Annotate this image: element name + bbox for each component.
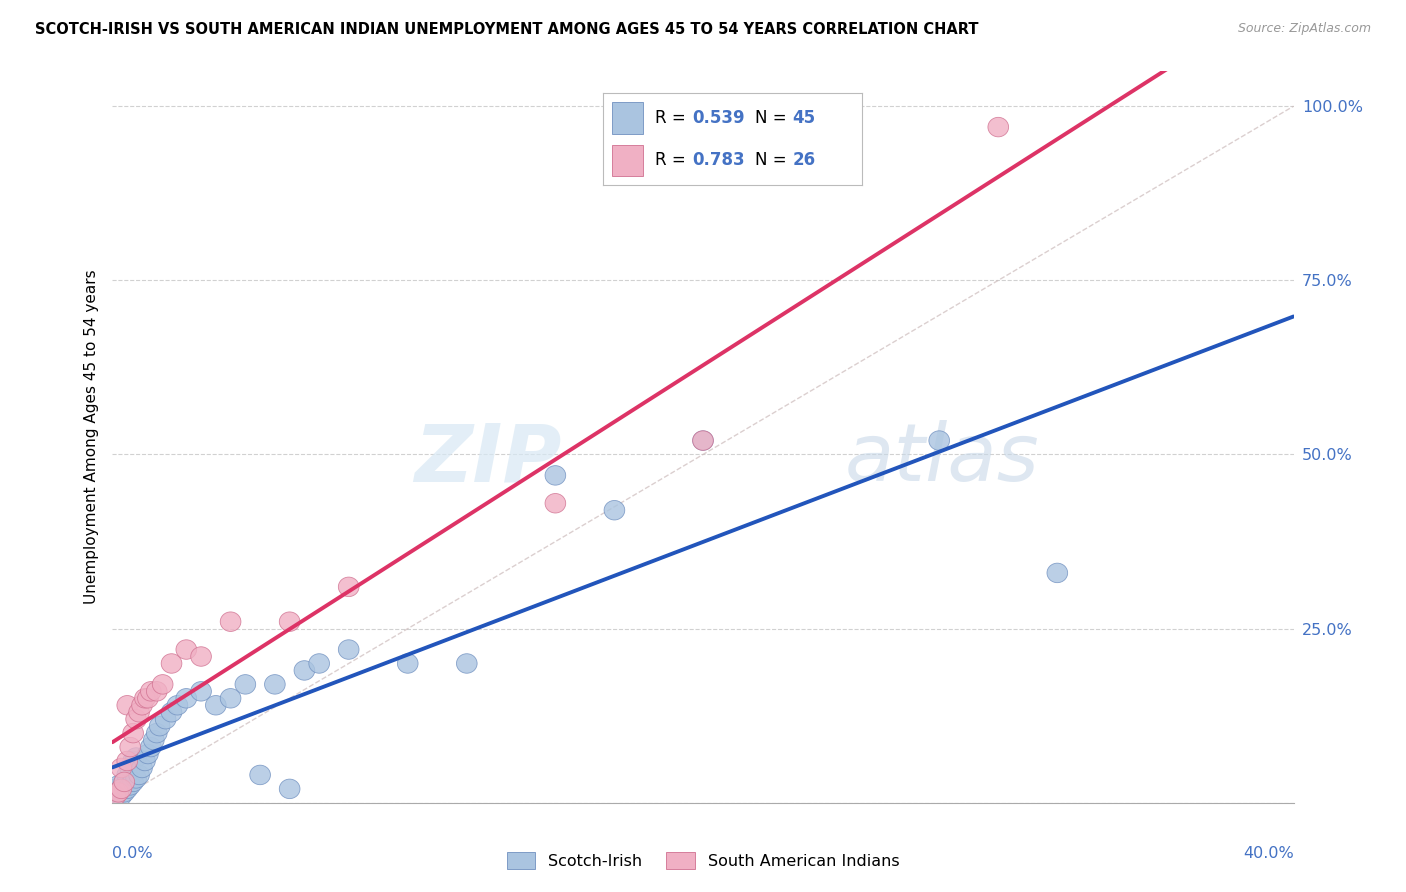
Ellipse shape xyxy=(280,612,299,632)
Ellipse shape xyxy=(546,493,565,513)
Ellipse shape xyxy=(146,723,167,743)
Ellipse shape xyxy=(176,689,197,708)
Ellipse shape xyxy=(988,118,1008,136)
Y-axis label: Unemployment Among Ages 45 to 54 years: Unemployment Among Ages 45 to 54 years xyxy=(83,269,98,605)
Ellipse shape xyxy=(120,776,141,795)
Ellipse shape xyxy=(221,612,240,632)
Ellipse shape xyxy=(111,779,132,798)
Ellipse shape xyxy=(114,772,135,792)
Ellipse shape xyxy=(132,696,152,715)
Text: 0.0%: 0.0% xyxy=(112,846,153,861)
Text: SCOTCH-IRISH VS SOUTH AMERICAN INDIAN UNEMPLOYMENT AMONG AGES 45 TO 54 YEARS COR: SCOTCH-IRISH VS SOUTH AMERICAN INDIAN UN… xyxy=(35,22,979,37)
Ellipse shape xyxy=(162,654,181,673)
Text: atlas: atlas xyxy=(845,420,1039,498)
Ellipse shape xyxy=(191,647,211,666)
Ellipse shape xyxy=(309,654,329,673)
Ellipse shape xyxy=(120,758,141,778)
Ellipse shape xyxy=(122,723,143,743)
Ellipse shape xyxy=(141,738,162,756)
Ellipse shape xyxy=(125,769,146,789)
Ellipse shape xyxy=(149,716,170,736)
Ellipse shape xyxy=(114,782,135,802)
Ellipse shape xyxy=(111,786,132,805)
Ellipse shape xyxy=(132,758,152,778)
Ellipse shape xyxy=(108,782,129,802)
Ellipse shape xyxy=(152,674,173,694)
Ellipse shape xyxy=(546,466,565,485)
Ellipse shape xyxy=(167,696,188,715)
Ellipse shape xyxy=(108,776,129,795)
Ellipse shape xyxy=(339,577,359,597)
Ellipse shape xyxy=(114,772,135,792)
Text: ZIP: ZIP xyxy=(413,420,561,498)
Ellipse shape xyxy=(191,681,211,701)
Ellipse shape xyxy=(111,779,132,798)
Ellipse shape xyxy=(294,661,315,681)
Ellipse shape xyxy=(117,696,138,715)
Ellipse shape xyxy=(108,782,129,802)
Ellipse shape xyxy=(221,689,240,708)
Ellipse shape xyxy=(129,703,149,722)
Ellipse shape xyxy=(264,674,285,694)
Ellipse shape xyxy=(235,674,256,694)
Ellipse shape xyxy=(122,751,143,771)
Ellipse shape xyxy=(105,779,125,798)
Ellipse shape xyxy=(138,744,159,764)
Ellipse shape xyxy=(605,500,624,520)
Ellipse shape xyxy=(125,747,146,767)
Text: Source: ZipAtlas.com: Source: ZipAtlas.com xyxy=(1237,22,1371,36)
Ellipse shape xyxy=(105,786,125,805)
Ellipse shape xyxy=(146,681,167,701)
Ellipse shape xyxy=(138,689,159,708)
Ellipse shape xyxy=(122,772,143,792)
Ellipse shape xyxy=(117,779,138,798)
Ellipse shape xyxy=(205,696,226,715)
Ellipse shape xyxy=(135,689,155,708)
Ellipse shape xyxy=(176,640,197,659)
Ellipse shape xyxy=(1047,563,1067,582)
Ellipse shape xyxy=(143,731,165,750)
Ellipse shape xyxy=(398,654,418,673)
Ellipse shape xyxy=(111,758,132,778)
Ellipse shape xyxy=(129,765,149,785)
Ellipse shape xyxy=(339,640,359,659)
Ellipse shape xyxy=(105,786,125,805)
Ellipse shape xyxy=(162,703,181,722)
Ellipse shape xyxy=(693,431,713,450)
Ellipse shape xyxy=(929,431,949,450)
Legend: Scotch-Irish, South American Indians: Scotch-Irish, South American Indians xyxy=(501,846,905,875)
Ellipse shape xyxy=(117,765,138,785)
Ellipse shape xyxy=(693,431,713,450)
Ellipse shape xyxy=(135,751,155,771)
Text: 40.0%: 40.0% xyxy=(1243,846,1294,861)
Ellipse shape xyxy=(280,779,299,798)
Ellipse shape xyxy=(141,681,162,701)
Ellipse shape xyxy=(120,738,141,756)
Ellipse shape xyxy=(457,654,477,673)
Ellipse shape xyxy=(250,765,270,785)
Ellipse shape xyxy=(125,709,146,729)
Ellipse shape xyxy=(155,709,176,729)
Ellipse shape xyxy=(117,751,138,771)
